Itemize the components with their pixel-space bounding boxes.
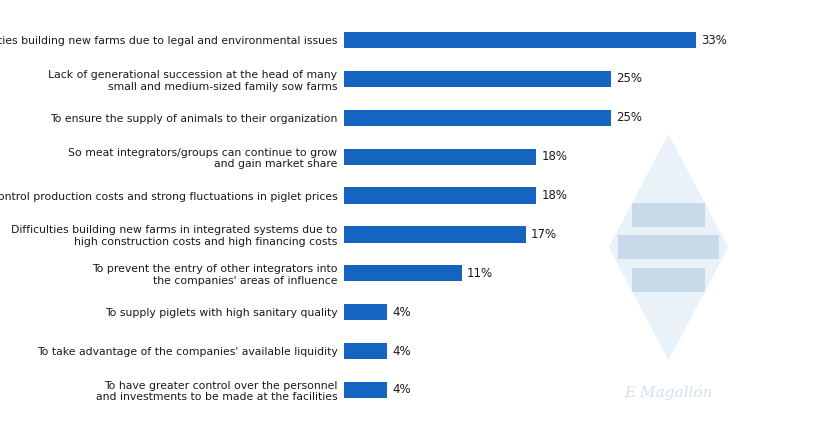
- Text: 33%: 33%: [701, 34, 726, 46]
- Bar: [344, 187, 536, 204]
- Text: 18%: 18%: [541, 189, 567, 202]
- Text: 4%: 4%: [391, 306, 410, 319]
- Text: E Magallón: E Magallón: [623, 385, 712, 400]
- Bar: [344, 32, 695, 48]
- Text: 4%: 4%: [391, 344, 410, 357]
- Bar: [344, 71, 610, 87]
- Text: 11%: 11%: [467, 267, 492, 280]
- Text: 4%: 4%: [391, 384, 410, 396]
- Bar: [344, 304, 387, 320]
- Bar: [617, 235, 718, 259]
- Polygon shape: [608, 134, 727, 360]
- Bar: [344, 343, 387, 359]
- Bar: [631, 203, 704, 227]
- Text: 17%: 17%: [531, 228, 556, 241]
- Bar: [344, 382, 387, 398]
- Bar: [344, 226, 525, 243]
- Bar: [344, 110, 610, 126]
- Bar: [344, 265, 461, 282]
- Text: 25%: 25%: [616, 111, 641, 124]
- Text: 18%: 18%: [541, 150, 567, 163]
- Text: 25%: 25%: [616, 73, 641, 86]
- Bar: [344, 148, 536, 165]
- Bar: [631, 267, 704, 292]
